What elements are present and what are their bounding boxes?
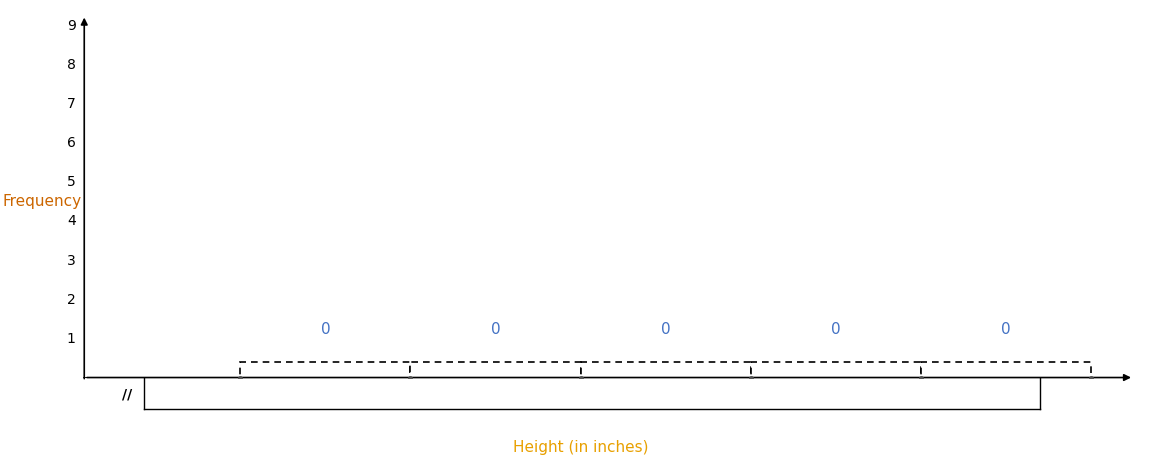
- Text: 0: 0: [661, 322, 671, 336]
- Text: 3: 3: [67, 253, 76, 268]
- FancyBboxPatch shape: [410, 362, 581, 378]
- Text: 6: 6: [67, 136, 76, 151]
- Text: 5: 5: [67, 175, 76, 190]
- FancyBboxPatch shape: [581, 362, 751, 378]
- Text: Frequency: Frequency: [2, 195, 81, 209]
- Text: 8: 8: [67, 58, 76, 73]
- Text: 0: 0: [1001, 322, 1011, 336]
- FancyBboxPatch shape: [240, 362, 410, 378]
- Text: 0: 0: [491, 322, 500, 336]
- Text: 9: 9: [67, 19, 76, 34]
- Text: 4: 4: [67, 214, 76, 229]
- FancyBboxPatch shape: [921, 362, 1091, 378]
- FancyBboxPatch shape: [751, 362, 921, 378]
- Text: //: //: [121, 387, 132, 401]
- Text: 0: 0: [832, 322, 841, 336]
- Text: 2: 2: [67, 292, 76, 307]
- Text: 0: 0: [321, 322, 330, 336]
- Text: 7: 7: [67, 97, 76, 112]
- Text: Height (in inches): Height (in inches): [513, 440, 648, 455]
- Text: 1: 1: [67, 331, 76, 346]
